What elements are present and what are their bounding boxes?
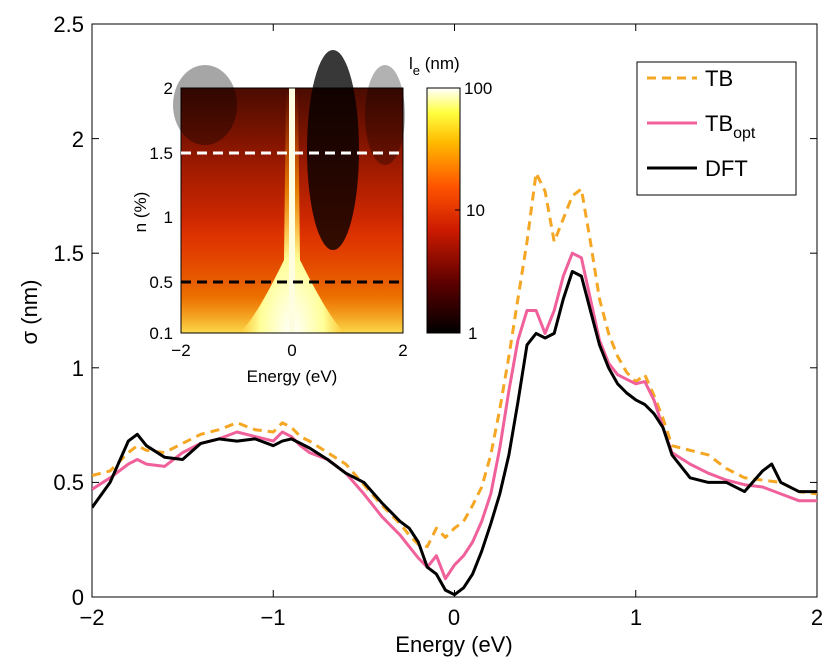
colorbar-label-unit: (nm) <box>420 54 460 73</box>
inset-y-tick-label: 0.5 <box>149 273 173 292</box>
x-tick-label: −2 <box>79 605 104 630</box>
inset-y-axis-label: n (%) <box>131 192 150 233</box>
colorbar-tick-label: 1 <box>468 324 477 343</box>
heatmap-dark-right <box>365 65 405 165</box>
inset-x-tick-label: 2 <box>398 341 407 360</box>
inset-y-tick-label: 1.5 <box>149 144 173 163</box>
legend-label-tb: TB <box>705 66 733 91</box>
heatmap-image <box>173 50 405 333</box>
inset-y-tick-label: 0.1 <box>149 324 173 343</box>
heatmap-center-line <box>289 88 295 333</box>
inset-y-tick-label: 2 <box>164 79 173 98</box>
heatmap-dark-left <box>173 65 237 145</box>
inset-y-tick-label: 1 <box>164 208 173 227</box>
x-tick-label: 0 <box>448 605 460 630</box>
main-ticks <box>91 23 818 598</box>
x-axis-label: Energy (eV) <box>395 632 512 657</box>
main-series <box>92 171 817 597</box>
colorbar-label-base: l <box>409 54 413 73</box>
colorbar-tick-label: 10 <box>466 201 485 220</box>
inset-x-tick-label: 0 <box>287 341 296 360</box>
heatmap-dark-valley <box>307 50 359 250</box>
x-tick-label: 2 <box>811 605 823 630</box>
colorbar-label: le (nm) <box>409 54 460 78</box>
legend-label-tbopt-sub: opt <box>733 125 756 142</box>
legend-box <box>636 61 797 196</box>
inset-x-tick-label: −2 <box>171 341 190 360</box>
y-tick-label: 1.5 <box>53 241 84 266</box>
colorbar: 1 10 100 le (nm) <box>409 54 492 343</box>
inset-x-axis-label: Energy (eV) <box>247 367 338 386</box>
colorbar-gradient <box>426 87 461 334</box>
inset-heatmap: 0.1 0.5 1 1.5 2 −2 0 2 Energy (eV) n (%) <box>131 50 408 386</box>
legend: TB TBopt DFT <box>636 61 797 196</box>
series-line-tbopt <box>92 251 817 581</box>
y-tick-label: 1 <box>72 356 84 381</box>
y-axis-label: σ (nm) <box>17 280 42 345</box>
series-line-tb <box>92 171 817 549</box>
y-tick-label: 0.5 <box>53 470 84 495</box>
legend-label-tbopt-base: TB <box>705 111 733 136</box>
colorbar-tick-label: 100 <box>464 79 492 98</box>
y-tick-label: 2 <box>72 127 84 152</box>
colorbar-label-sub: e <box>413 63 420 78</box>
series-line-dft <box>92 270 817 597</box>
x-tick-label: 1 <box>630 605 642 630</box>
x-tick-label: −1 <box>260 605 285 630</box>
inset-frame <box>180 87 404 334</box>
legend-label-tbopt: TBopt <box>705 111 756 142</box>
legend-label-dft: DFT <box>705 156 748 181</box>
y-tick-label: 2.5 <box>53 12 84 37</box>
y-tick-label: 0 <box>72 585 84 610</box>
